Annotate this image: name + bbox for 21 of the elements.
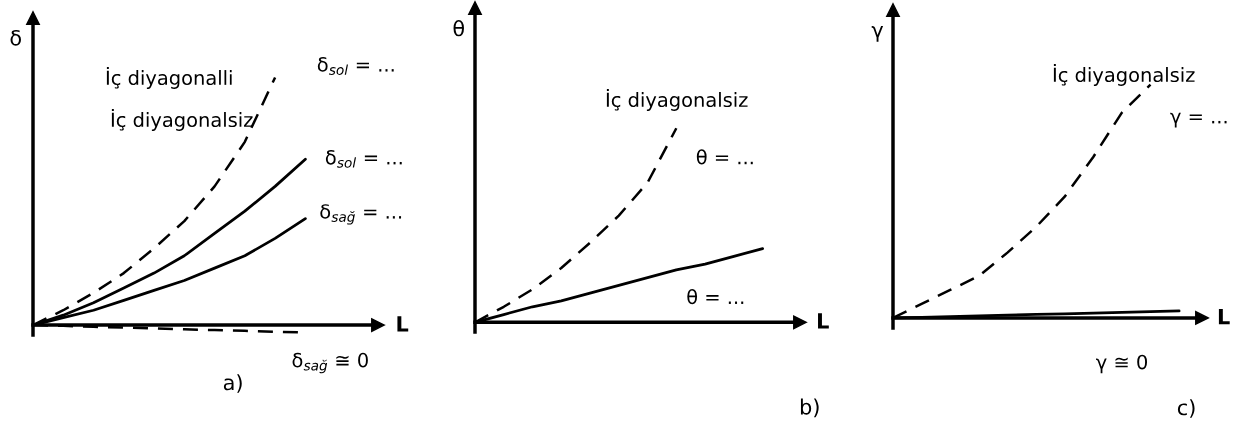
y-axis-title: θ [453,20,464,37]
annotation: İç diyagonalsiz [111,109,253,131]
text: a) [223,374,242,393]
x-axis-title: L [818,313,829,329]
series-label: θ = ... [687,289,744,305]
series-label: δ$_{sol}$ = ... [325,149,402,168]
text: γ ≅ 0 [1096,354,1148,374]
series-label: δ$_{sağ}$ = ... [320,204,402,225]
text: b) [800,398,819,418]
annotation: İç diyagonalsiz [1053,64,1195,86]
legend-label: δ$_{sağ}$ ≅ 0 [292,352,368,374]
annotation: İç diyagonalli [106,67,232,89]
y-axis-title: γ [871,26,884,42]
series-label: γ = ... [1170,112,1227,128]
x-axis-title: L [1218,309,1230,325]
x-axis-title: L [397,316,409,332]
text: c) [1177,399,1195,418]
y-axis-title: δ [10,29,21,46]
series-label: θ = ... [696,149,753,165]
text: İç diyagonalsiz [606,89,748,111]
text: δ$_{sol}$ = ... [317,57,394,75]
